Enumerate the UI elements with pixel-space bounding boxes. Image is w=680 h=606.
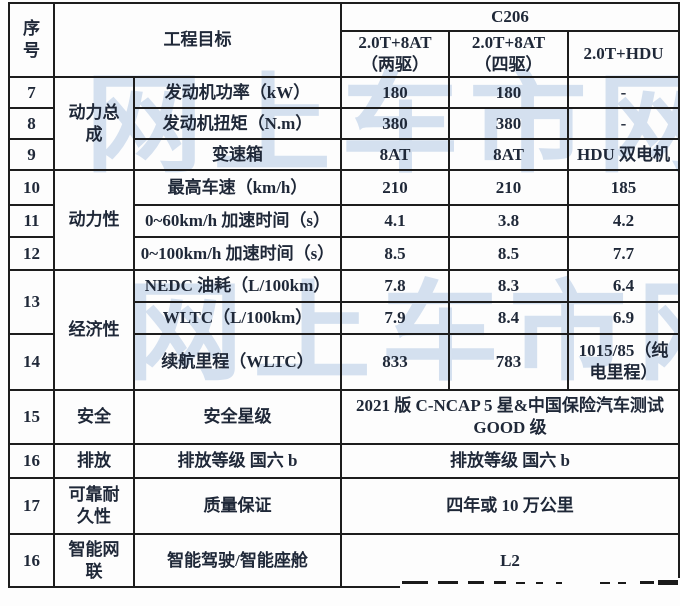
item-cell: 智能驾驶/智能座舱 [133,533,342,589]
value-cell: 210 [448,169,569,207]
torn-edge-dash [494,581,506,584]
torn-edge-dash [600,582,610,584]
item-cell: NEDC 油耗（L/100km） [133,269,342,304]
value-cell: 185 [567,169,680,207]
row-no-cell: 12 [8,236,55,272]
table-row: 12 0~100km/h 加速时间（s） 8.5 8.5 7.7 [8,236,680,272]
table-row: 17 可靠耐 久性 质量保证 四年或 10 万公里 [8,477,680,536]
table-row: 15 安全 安全星级 2021 版 C-NCAP 5 星&中国保险汽车测试 GO… [8,389,680,446]
model-header: C206 [340,2,680,32]
torn-edge-dash [468,581,484,584]
item-cell: 安全星级 [133,389,342,446]
value-cell: - [567,107,680,141]
value-cell: 180 [448,76,569,110]
value-cell: 380 [448,107,569,141]
value-cell: 8.4 [448,301,569,336]
merged-value-cell: 四年或 10 万公里 [340,477,680,536]
value-cell: 833 [340,333,450,392]
item-cell: 发动机功率（kW） [133,76,342,110]
value-cell: 4.1 [340,204,450,239]
item-cell: 排放等级 国六 b [133,443,342,480]
table-row: 11 0~60km/h 加速时间（s） 4.1 3.8 4.2 [8,204,680,239]
item-cell: 变速箱 [133,138,342,172]
item-cell: 续航里程（WLTC） [133,333,342,392]
torn-edge-dash [658,580,678,585]
table-row: 10 动力性 最高车速（km/h） 210 210 185 [8,169,680,272]
torn-edge-dash [618,582,626,584]
value-cell: 7.9 [340,301,450,336]
value-cell: - [567,76,680,110]
value-cell: 7.7 [567,236,680,272]
torn-edge-dash [516,582,525,584]
value-cell: 1015/85（纯 电里程） [567,333,680,392]
group-cell-intelligence: 智能网 联 [53,533,135,589]
group-cell-reliability: 可靠耐 久性 [53,477,135,536]
value-cell: HDU 双电机 [567,138,680,172]
value-cell: 8AT [448,138,569,172]
row-no-cell: 15 [8,389,55,446]
vehicle-spec-table: 序 号 工程目标 C206 2.0T+8AT （两驱） 2.0T+8AT （四驱… [8,1,680,589]
torn-edge-dash [402,581,428,584]
value-cell: 8.5 [340,236,450,272]
group-cell-safety: 安全 [53,389,135,446]
row-no-cell: 14 [8,333,55,392]
value-cell: 210 [340,169,450,207]
value-cell: 783 [448,333,569,392]
item-cell: 发动机扭矩（N.m） [133,107,342,141]
item-cell: 质量保证 [133,477,342,536]
variant-header-2wd: 2.0T+8AT （两驱） [340,29,450,79]
value-cell: 3.8 [448,204,569,239]
variant-header-4wd: 2.0T+8AT （四驱） [448,29,569,79]
merged-value-cell: 排放等级 国六 b [340,443,680,480]
merged-value-cell: 2021 版 C-NCAP 5 星&中国保险汽车测试 GOOD 级 [340,389,680,446]
table-row: WLTC（L/100km） 7.9 8.4 6.9 [9,301,680,336]
torn-edge-dash [438,581,458,584]
row-no-cell: 9 [8,138,55,172]
group-cell-emission: 排放 [53,443,135,480]
row-no-cell: 16 [8,533,55,589]
value-cell: 180 [340,76,450,110]
value-cell: 7.8 [340,269,450,304]
item-cell: 0~60km/h 加速时间（s） [133,204,342,239]
col-header-no: 序 号 [8,1,55,79]
table-row: 16 排放 排放等级 国六 b 排放等级 国六 b [8,443,680,480]
group-cell-powertrain: 动力总 成 [53,76,135,172]
torn-edge-dash [536,582,543,584]
row-no-cell: 7 [8,76,55,110]
table-row: 8 发动机扭矩（N.m） 380 380 - [8,107,680,141]
torn-edge-dash [640,581,654,584]
item-cell: WLTC（L/100km） [133,301,342,336]
value-cell: 6.4 [567,269,680,304]
value-cell: 6.9 [567,301,680,336]
value-cell: 4.2 [567,204,680,239]
item-cell: 最高车速（km/h） [133,169,342,207]
col-header-target: 工程目标 [53,1,342,79]
value-cell: 8.5 [448,236,569,272]
group-cell-economy: 经济性 [53,269,135,392]
torn-edge-dash [556,582,562,584]
value-cell: 380 [340,107,450,141]
row-no-cell: 16 [8,443,55,480]
table-row: 9 变速箱 8AT 8AT HDU 双电机 [8,138,680,172]
table-row: 7 动力总 成 发动机功率（kW） 180 180 - [8,76,680,172]
row-no-cell: 13 [8,269,55,336]
item-cell: 0~100km/h 加速时间（s） [133,236,342,272]
variant-header-hdu: 2.0T+HDU [567,29,680,79]
value-cell: 8.3 [448,269,569,304]
row-no-cell: 17 [8,477,55,536]
table-row: 13 经济性 NEDC 油耗（L/100km） 7.8 8.3 6.4 [8,269,680,392]
value-cell: 8AT [340,138,450,172]
row-no-cell: 8 [8,107,55,141]
row-no-cell: 10 [8,169,55,207]
group-cell-dynamics: 动力性 [53,169,135,272]
row-no-cell: 11 [8,204,55,239]
table-row: 14 续航里程（WLTC） 833 783 1015/85（纯 电里程） [8,333,680,392]
